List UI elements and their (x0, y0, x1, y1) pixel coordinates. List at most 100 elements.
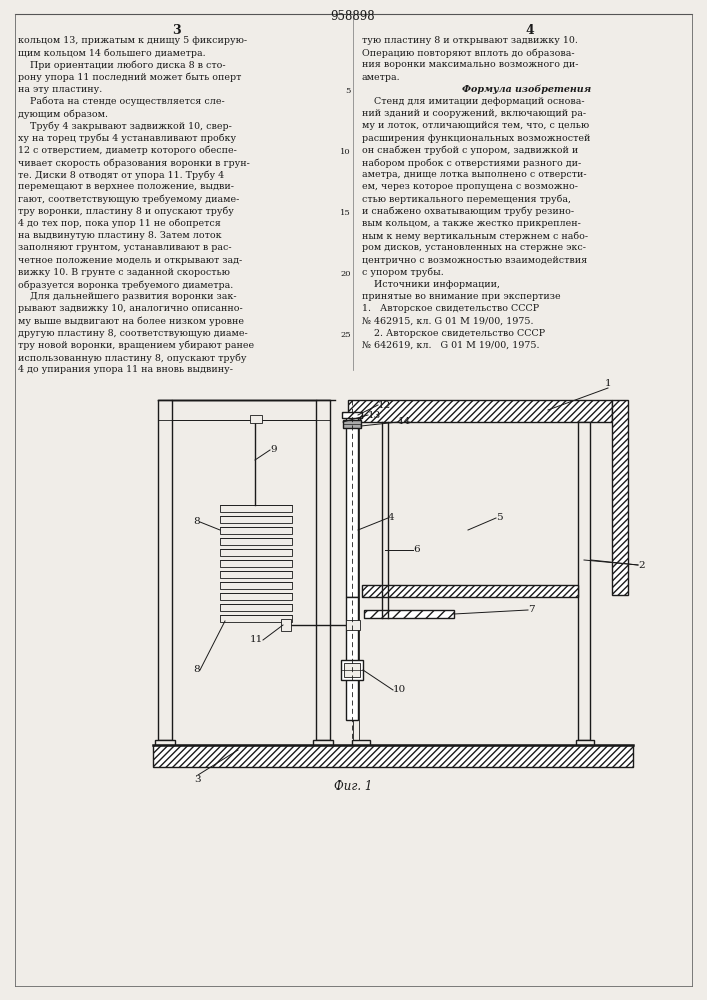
Text: тру новой воронки, вращением убирают ранее: тру новой воронки, вращением убирают ран… (18, 341, 254, 351)
Text: му выше выдвигают на более низком уровне: му выше выдвигают на более низком уровне (18, 317, 244, 326)
Bar (220, 582, 292, 589)
Bar (313, 740, 333, 748)
Text: гают, соответствующую требуемому диаме-: гают, соответствующую требуемому диаме- (18, 195, 240, 204)
Text: Источники информации,: Источники информации, (362, 280, 500, 289)
Text: Работа на стенде осуществляется сле-: Работа на стенде осуществляется сле- (18, 97, 225, 106)
Text: щим кольцом 14 большего диаметра.: щим кольцом 14 большего диаметра. (18, 48, 206, 58)
Text: 5: 5 (496, 514, 503, 522)
Bar (220, 505, 292, 512)
Text: 12 с отверстием, диаметр которого обеспе-: 12 с отверстием, диаметр которого обеспе… (18, 146, 237, 155)
Text: и снабжено охватывающим трубу резино-: и снабжено охватывающим трубу резино- (362, 207, 574, 216)
Text: 8: 8 (194, 666, 200, 674)
Text: Для дальнейшего развития воронки зак-: Для дальнейшего развития воронки зак- (18, 292, 237, 301)
Bar (578, 422, 590, 740)
Text: 20: 20 (341, 270, 351, 278)
Text: ем, через которое пропущена с возможно-: ем, через которое пропущена с возможно- (362, 182, 578, 191)
Text: центрично с возможностью взаимодействия: центрично с возможностью взаимодействия (362, 256, 588, 265)
Bar (576, 740, 594, 748)
Text: 4 до тех пор, пока упор 11 не обопрется: 4 до тех пор, пока упор 11 не обопрется (18, 219, 221, 229)
Text: 11: 11 (250, 636, 263, 645)
Text: 6: 6 (413, 546, 420, 554)
Text: тую пластину 8 и открывают задвижку 10.: тую пластину 8 и открывают задвижку 10. (362, 36, 578, 45)
Text: принятые во внимание при экспертизе: принятые во внимание при экспертизе (362, 292, 561, 301)
Text: перемещают в верхнее положение, выдви-: перемещают в верхнее положение, выдви- (18, 182, 234, 191)
Text: Операцию повторяют вплоть до образова-: Операцию повторяют вплоть до образова- (362, 48, 575, 58)
Bar (153, 745, 633, 767)
Text: Трубу 4 закрывают задвижкой 10, свер-: Трубу 4 закрывают задвижкой 10, свер- (18, 121, 232, 131)
Text: дующим образом.: дующим образом. (18, 109, 108, 119)
Text: те. Диски 8 отводят от упора 11. Трубу 4: те. Диски 8 отводят от упора 11. Трубу 4 (18, 170, 224, 180)
Bar (348, 400, 612, 422)
Text: ром дисков, установленных на стержне экс-: ром дисков, установленных на стержне экс… (362, 243, 586, 252)
Text: кольцом 13, прижатым к днищу 5 фиксирую-: кольцом 13, прижатым к днищу 5 фиксирую- (18, 36, 247, 45)
Text: 958898: 958898 (331, 10, 375, 23)
Text: 2. Авторское свидетельство СССР: 2. Авторское свидетельство СССР (362, 329, 545, 338)
Bar (220, 560, 292, 567)
Text: ния воронки максимально возможного ди-: ния воронки максимально возможного ди- (362, 60, 578, 69)
Text: образуется воронка требуемого диаметра.: образуется воронка требуемого диаметра. (18, 280, 233, 290)
Text: 3: 3 (194, 775, 201, 784)
Text: 15: 15 (340, 209, 351, 217)
Text: 7: 7 (528, 605, 534, 614)
Bar (220, 549, 292, 556)
Text: Фиг. 1: Фиг. 1 (334, 780, 372, 793)
Bar (155, 740, 175, 748)
Text: 1: 1 (604, 379, 612, 388)
Text: рону упора 11 последний может быть оперт: рону упора 11 последний может быть оперт (18, 73, 241, 82)
Text: 4 до упирания упора 11 на вновь выдвину-: 4 до упирания упора 11 на вновь выдвину- (18, 365, 233, 374)
Text: ным к нему вертикальным стержнем с набо-: ным к нему вертикальным стержнем с набо- (362, 231, 588, 241)
Text: заполняют грунтом, устанавливают в рас-: заполняют грунтом, устанавливают в рас- (18, 243, 232, 252)
Text: четное положение модель и открывают зад-: четное положение модель и открывают зад- (18, 256, 243, 265)
Text: аметра, днище лотка выполнено с отверсти-: аметра, днище лотка выполнено с отверсти… (362, 170, 587, 179)
Text: ний зданий и сооружений, включающий ра-: ний зданий и сооружений, включающий ра- (362, 109, 586, 118)
Text: Формула изобретения: Формула изобретения (462, 85, 592, 94)
Text: 4: 4 (525, 24, 534, 37)
Text: вым кольцом, а также жестко прикреплен-: вым кольцом, а также жестко прикреплен- (362, 219, 581, 228)
Text: рывают задвижку 10, аналогично описанно-: рывают задвижку 10, аналогично описанно- (18, 304, 243, 313)
Bar (343, 420, 361, 428)
Bar (346, 620, 360, 630)
Text: 1.   Авторское свидетельство СССР: 1. Авторское свидетельство СССР (362, 304, 539, 313)
Bar (364, 610, 454, 618)
Bar (220, 538, 292, 545)
Bar (220, 593, 292, 600)
Bar (341, 660, 363, 680)
Bar (352, 740, 370, 748)
Text: он снабжен трубой с упором, задвижкой и: он снабжен трубой с упором, задвижкой и (362, 146, 578, 155)
Text: другую пластину 8, соответствующую диаме-: другую пластину 8, соответствующую диаме… (18, 329, 247, 338)
Text: № 642619, кл.   G 01 M 19/00, 1975.: № 642619, кл. G 01 M 19/00, 1975. (362, 341, 539, 350)
Text: 3: 3 (172, 24, 180, 37)
Bar (316, 400, 330, 740)
Text: 12: 12 (378, 400, 391, 410)
Text: Стенд для имитации деформаций основа-: Стенд для имитации деформаций основа- (362, 97, 585, 106)
Text: стью вертикального перемещения труба,: стью вертикального перемещения труба, (362, 195, 571, 204)
Text: 2: 2 (638, 560, 645, 570)
Text: ху на торец трубы 4 устанавливают пробку: ху на торец трубы 4 устанавливают пробку (18, 134, 236, 143)
Text: на эту пластину.: на эту пластину. (18, 85, 103, 94)
Text: использованную пластину 8, опускают трубу: использованную пластину 8, опускают труб… (18, 353, 247, 363)
Bar (220, 615, 292, 622)
Text: му и лоток, отличающийся тем, что, с целью: му и лоток, отличающийся тем, что, с цел… (362, 121, 589, 130)
Bar (362, 585, 578, 597)
Bar (220, 527, 292, 534)
Bar (158, 400, 172, 740)
Bar (344, 663, 360, 677)
Text: 9: 9 (270, 446, 276, 454)
Bar (220, 604, 292, 611)
Text: тру воронки, пластину 8 и опускают трубу: тру воронки, пластину 8 и опускают трубу (18, 207, 234, 216)
Text: 25: 25 (340, 331, 351, 339)
Bar (346, 597, 358, 720)
Bar (281, 619, 291, 631)
Text: 13: 13 (368, 410, 381, 420)
Bar (342, 412, 362, 418)
Text: с упором трубы.: с упором трубы. (362, 268, 444, 277)
Bar (353, 422, 359, 740)
Bar (220, 571, 292, 578)
Text: чивает скорость образования воронки в грун-: чивает скорость образования воронки в гр… (18, 158, 250, 167)
Text: При ориентации любого диска 8 в сто-: При ориентации любого диска 8 в сто- (18, 60, 226, 70)
Text: 10: 10 (393, 686, 407, 694)
Text: расширения функциональных возможностей: расширения функциональных возможностей (362, 134, 590, 143)
Text: на выдвинутую пластину 8. Затем лоток: на выдвинутую пластину 8. Затем лоток (18, 231, 221, 240)
Text: 5: 5 (346, 87, 351, 95)
Bar (346, 415, 358, 597)
